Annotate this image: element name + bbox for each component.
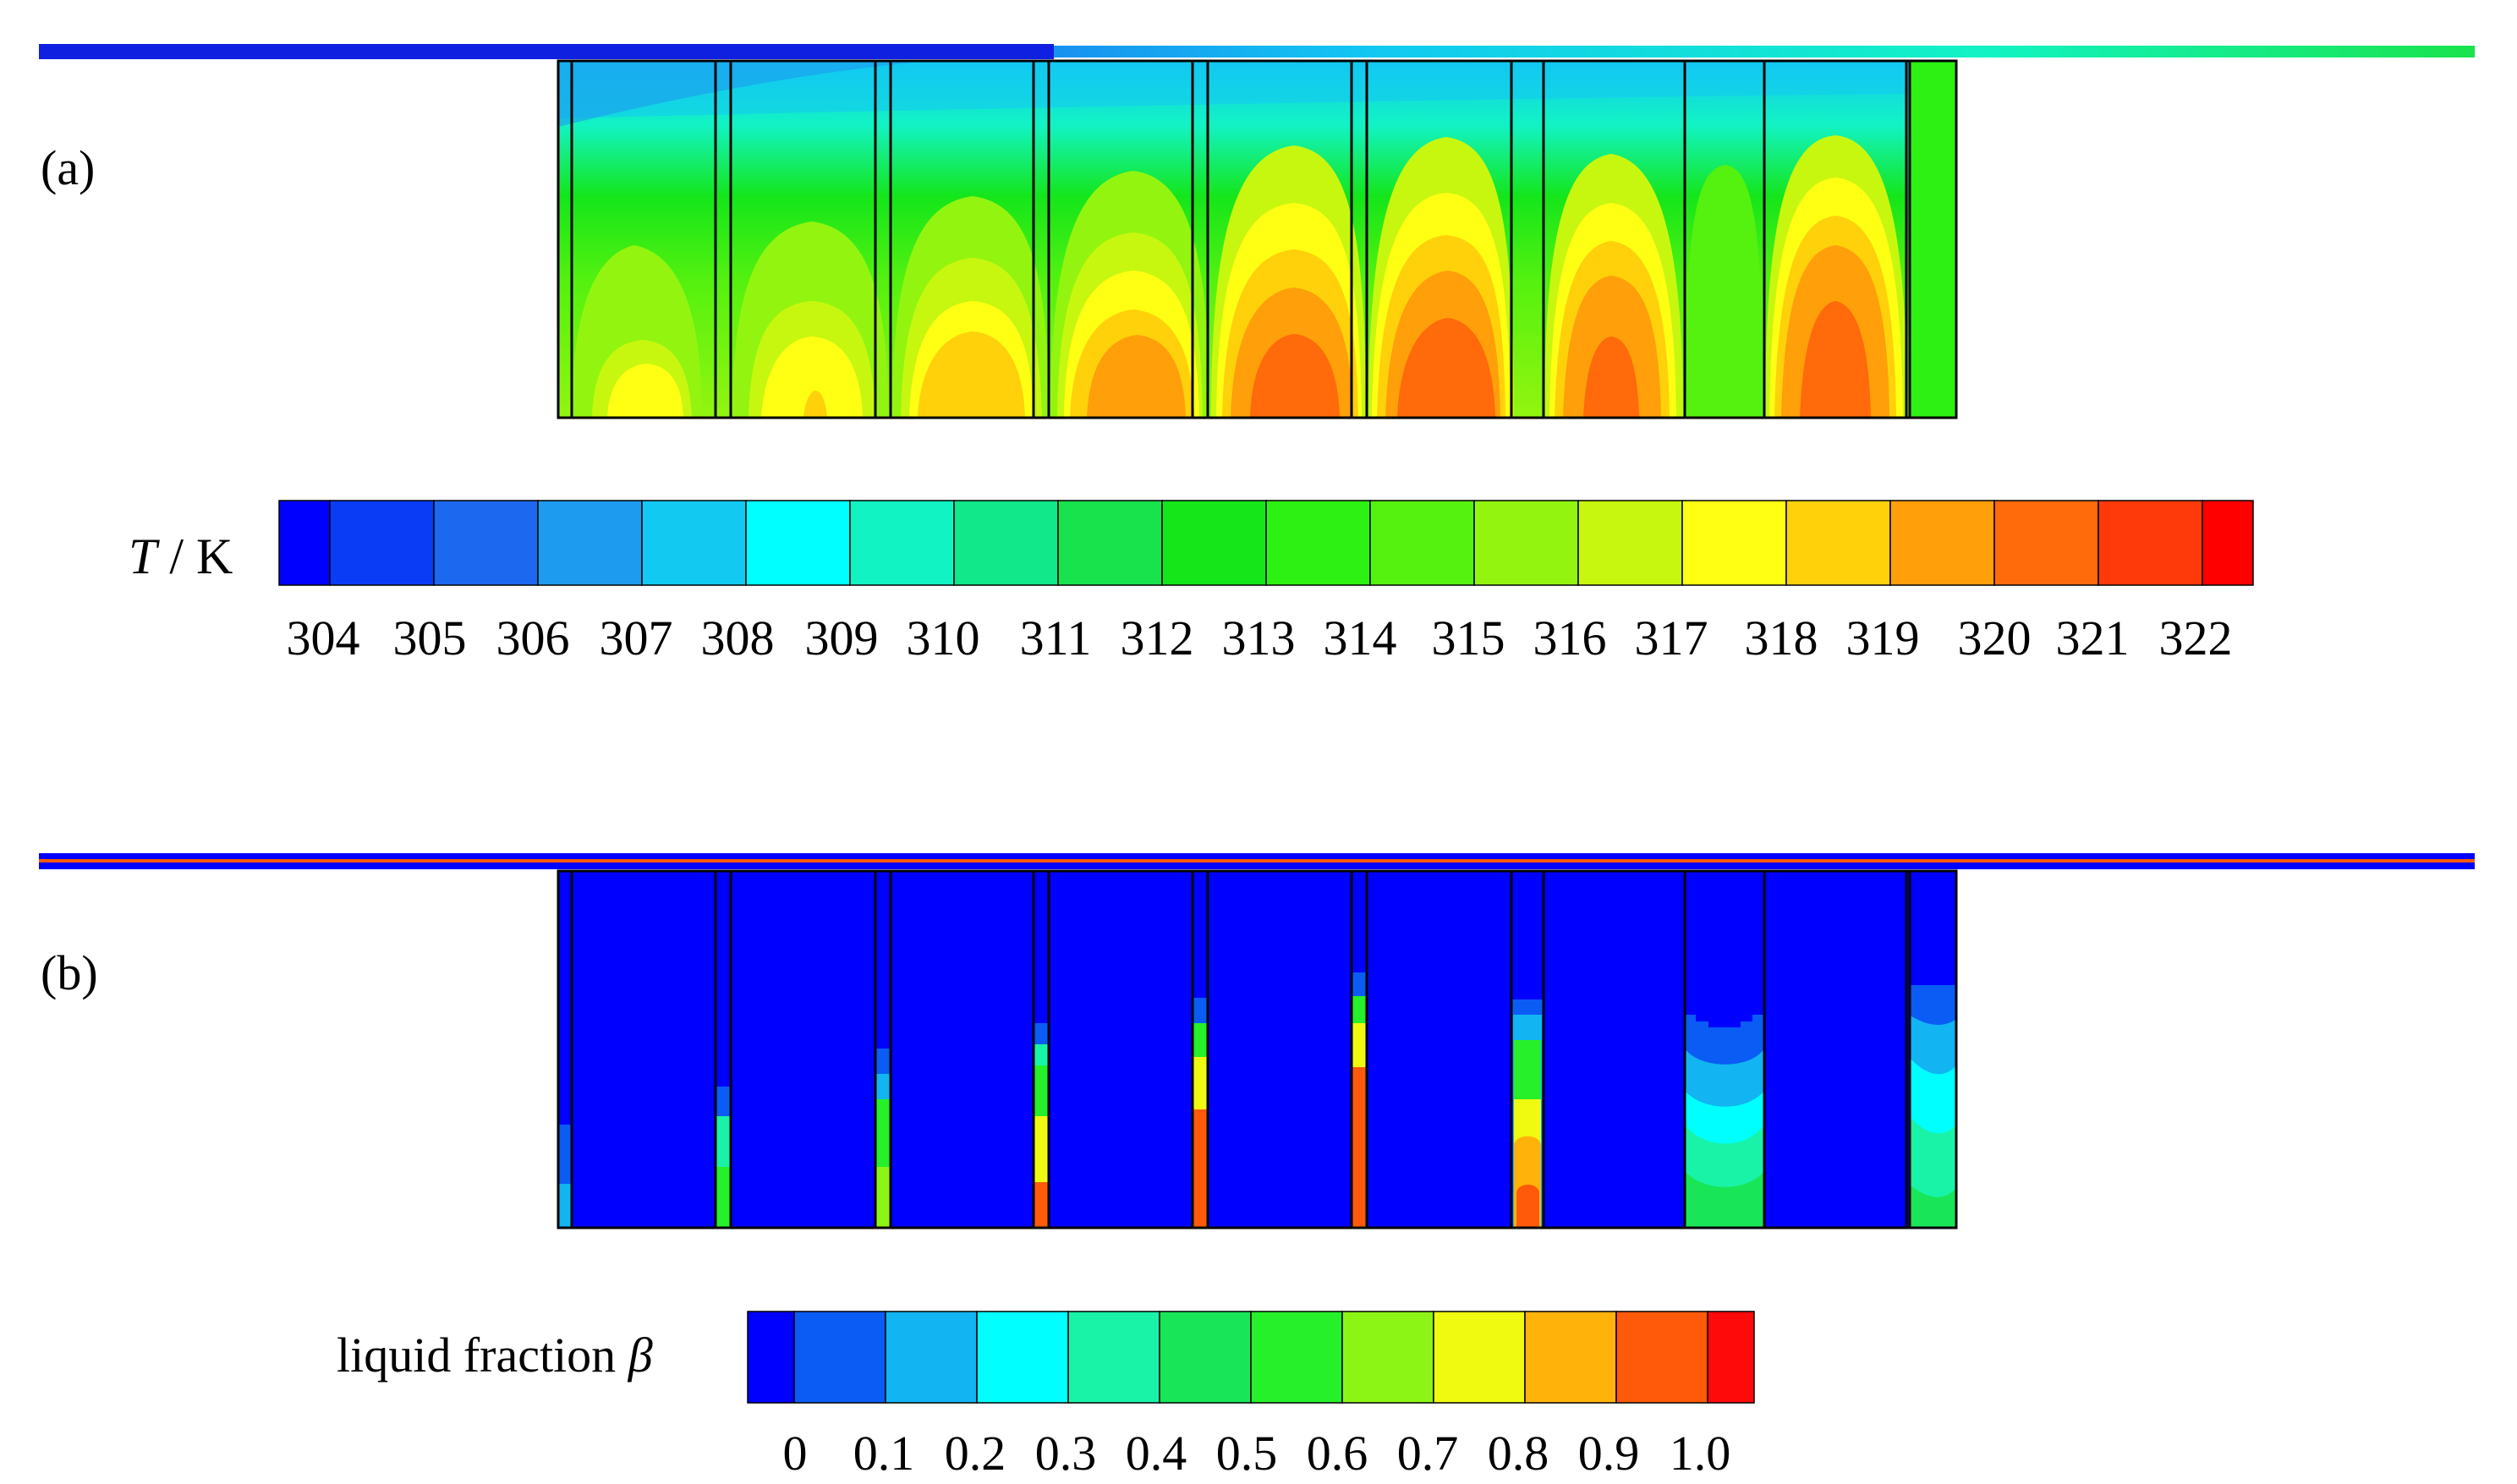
colorbar-swatch <box>1369 500 1475 586</box>
fin-outlines-b <box>557 869 1958 1229</box>
temp-tick-label: 321 <box>2055 611 2130 665</box>
temp-tick-label: 312 <box>1120 611 1194 665</box>
temp-tick-label: 311 <box>1019 611 1092 665</box>
beta-symbol: β <box>628 1328 653 1383</box>
colorbar-swatch <box>747 1311 795 1404</box>
temp-tick-label: 317 <box>1634 611 1708 665</box>
heat-pipe-a <box>39 44 2475 59</box>
temp-tick-label: 306 <box>496 611 570 665</box>
colorbar-swatch <box>1341 1311 1434 1404</box>
temperature-contour-domain <box>558 61 1956 418</box>
colorbar-swatch <box>1681 500 1787 586</box>
colorbar-swatch <box>1707 1311 1755 1404</box>
liquid-fraction-label: liquid fraction <box>337 1328 628 1383</box>
colorbar-swatch <box>1577 500 1683 586</box>
colorbar-swatch <box>1057 500 1163 586</box>
colorbar-swatch <box>1785 500 1891 586</box>
liquid-fraction-legend-title: liquid fraction β <box>337 1331 653 1380</box>
fin-outlines-a <box>557 59 1958 419</box>
temp-tick-label: 307 <box>599 611 673 665</box>
lf-tick-label: 0.1 <box>853 1426 915 1481</box>
temp-tick-label: 320 <box>1957 611 2032 665</box>
colorbar-swatch <box>1433 1311 1526 1404</box>
temp-tick-label: 304 <box>286 611 360 665</box>
colorbar-swatch <box>2202 500 2254 586</box>
lf-tick-label: 0.3 <box>1034 1426 1097 1481</box>
temp-tick-label: 308 <box>700 611 775 665</box>
temp-tick-label: 305 <box>392 611 467 665</box>
colorbar-swatch <box>641 500 747 586</box>
temp-tick-label: 314 <box>1323 611 1397 665</box>
colorbar-swatch <box>745 500 851 586</box>
colorbar-swatch <box>1067 1311 1160 1404</box>
temperature-colorbar <box>278 500 2254 586</box>
lf-tick-label: 0 <box>782 1426 808 1481</box>
colorbar-swatch <box>953 500 1059 586</box>
colorbar-swatch <box>278 500 331 586</box>
temp-tick-label: 315 <box>1431 611 1505 665</box>
colorbar-swatch <box>1473 500 1579 586</box>
liquid-fraction-domain <box>558 871 1956 1228</box>
heat-pipe-b <box>39 853 2475 869</box>
temp-tick-label: 318 <box>1744 611 1818 665</box>
colorbar-swatch <box>1250 1311 1343 1404</box>
temperature-unit: / K <box>156 528 233 584</box>
lf-tick-label: 1.0 <box>1669 1426 1731 1481</box>
lf-tick-label: 0.9 <box>1577 1426 1640 1481</box>
temperature-legend-title: T / K <box>129 531 233 582</box>
lf-tick-label: 0.2 <box>944 1426 1006 1481</box>
temp-tick-label: 310 <box>906 611 980 665</box>
colorbar-swatch <box>885 1311 978 1404</box>
colorbar-swatch <box>1615 1311 1708 1404</box>
colorbar-swatch <box>1524 1311 1617 1404</box>
panel-label-b: (b) <box>41 945 98 1000</box>
colorbar-swatch <box>976 1311 1069 1404</box>
lf-tick-label: 0.4 <box>1125 1426 1187 1481</box>
temp-tick-label: 309 <box>804 611 879 665</box>
colorbar-swatch <box>1993 500 2099 586</box>
colorbar-swatch <box>1161 500 1267 586</box>
colorbar-swatch <box>793 1311 886 1404</box>
lf-tick-label: 0.8 <box>1487 1426 1549 1481</box>
temp-tick-label: 322 <box>2158 611 2233 665</box>
colorbar-swatch <box>537 500 643 586</box>
colorbar-swatch <box>1159 1311 1252 1404</box>
lf-tick-label: 0.7 <box>1396 1426 1459 1481</box>
temp-tick-label: 319 <box>1845 611 1920 665</box>
colorbar-swatch <box>329 500 435 586</box>
panel-label-a: (a) <box>41 140 96 195</box>
colorbar-swatch <box>433 500 539 586</box>
temp-tick-label: 316 <box>1533 611 1607 665</box>
colorbar-swatch <box>1265 500 1371 586</box>
lf-tick-label: 0.5 <box>1215 1426 1278 1481</box>
colorbar-swatch <box>1889 500 1995 586</box>
lf-tick-label: 0.6 <box>1306 1426 1368 1481</box>
colorbar-swatch <box>849 500 955 586</box>
temperature-symbol: T <box>129 528 157 584</box>
liquid-fraction-colorbar <box>747 1311 1755 1404</box>
temp-tick-label: 313 <box>1221 611 1296 665</box>
colorbar-swatch <box>2098 500 2203 586</box>
